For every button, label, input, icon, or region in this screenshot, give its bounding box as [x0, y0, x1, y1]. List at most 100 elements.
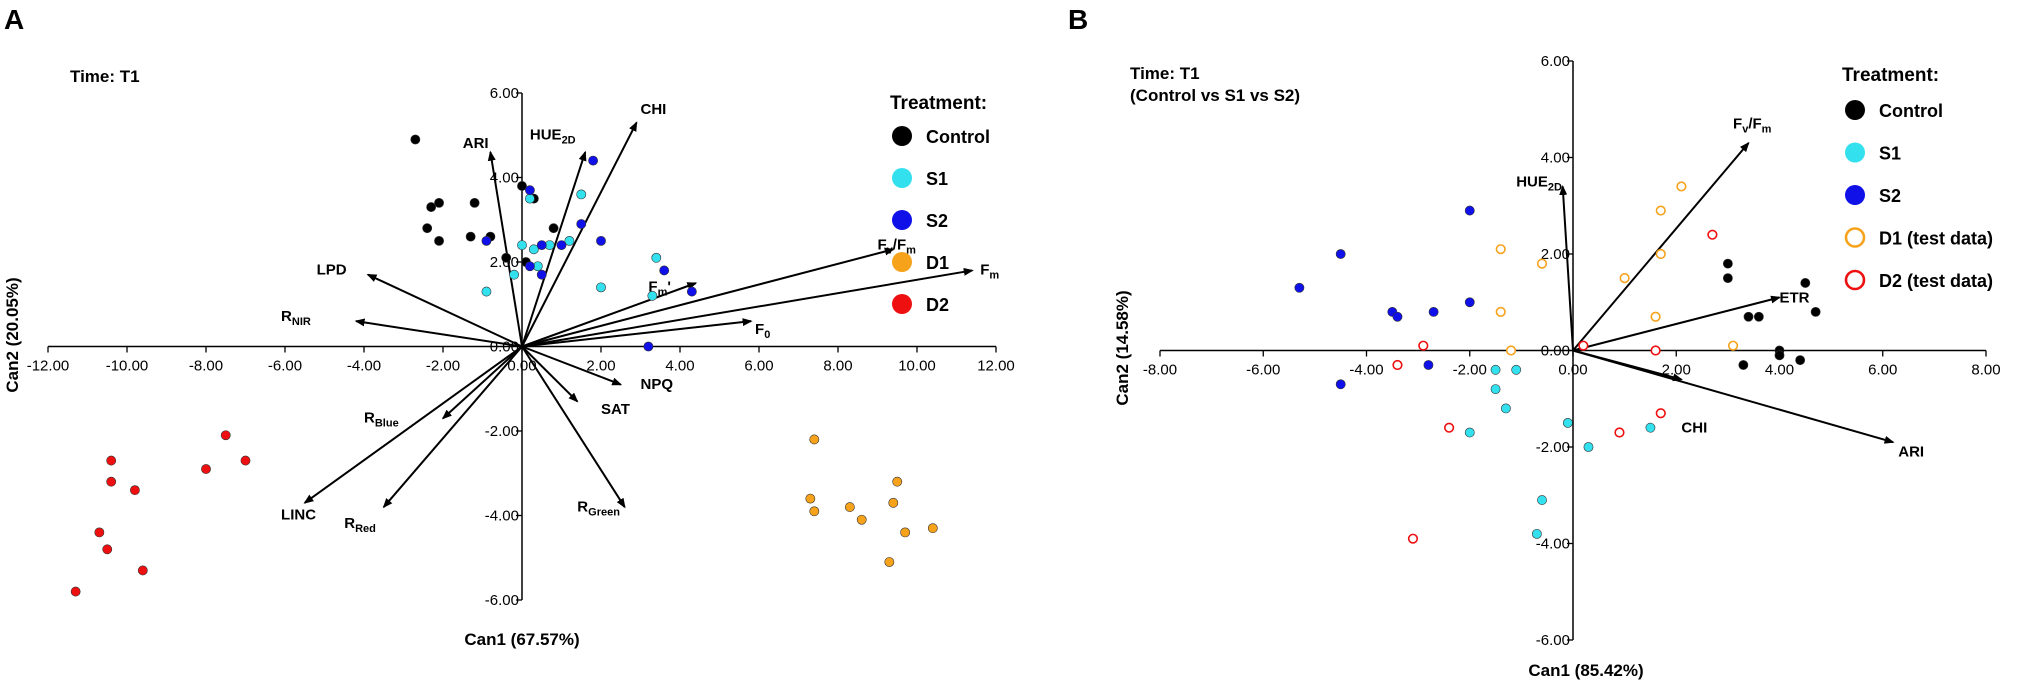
- data-point-control: [501, 252, 512, 263]
- panel-b-legend: Control S1 S2 D1 (test data) D2 (test data): [1844, 100, 1993, 291]
- data-point-d1: [844, 502, 855, 512]
- legend-marker: [892, 126, 912, 146]
- legend-marker: [892, 210, 912, 230]
- panel-b-y-ticks: -6.00-4.00-2.000.002.004.006.00: [1536, 53, 1570, 649]
- data-point-s1: [525, 193, 535, 204]
- data-point-s2: [1335, 249, 1346, 259]
- x-tick-label: 2.00: [586, 358, 615, 375]
- legend-marker: [892, 294, 912, 314]
- panel-a-letter: A: [4, 4, 24, 35]
- y-tick-label: 6.00: [1541, 53, 1570, 70]
- data-point-s2: [1464, 205, 1475, 216]
- loading-vector: [441, 345, 523, 420]
- legend-label: Control: [1879, 101, 1943, 121]
- panel-b: B Time: T1 (Control vs S1 vs S2) Can1 (8…: [1068, 4, 2001, 680]
- data-point-d2: [94, 527, 105, 538]
- legend-marker: [892, 168, 912, 188]
- data-point-d2: [70, 586, 81, 597]
- data-point-s2: [481, 235, 492, 246]
- data-point-d1: [1536, 258, 1548, 269]
- vector-label: ARI: [463, 135, 489, 152]
- panel-a-title: Time: T1: [70, 67, 140, 86]
- panel-a: A Time: T1 Can1 (67.57%) Can2 (20.05%) T…: [3, 4, 1015, 649]
- loading-vector: [521, 345, 623, 386]
- vector-label: CHI: [1681, 420, 1707, 437]
- data-point-d1: [927, 523, 938, 534]
- data-point-s1: [596, 282, 606, 293]
- y-tick-label: 6.00: [490, 85, 519, 102]
- legend-marker: [1845, 100, 1865, 120]
- data-point-control: [548, 223, 559, 234]
- data-point-d2: [1707, 229, 1718, 240]
- panel-a-vectors: CHI HUE2D ARI Fv/Fm Fm Fm' F0 LPD RNIR NPQ SAT RBlu…: [281, 101, 999, 535]
- data-point-s2: [588, 155, 598, 166]
- data-point-s2: [596, 235, 606, 246]
- x-tick-label: -4.00: [347, 358, 381, 375]
- panel-b-points: [1294, 181, 1821, 544]
- data-point-s2: [1428, 306, 1439, 317]
- vector-label: RRed: [344, 515, 376, 535]
- y-tick-label: -2.00: [1536, 439, 1570, 456]
- panel-a-y-title: Can2 (20.05%): [3, 277, 22, 392]
- panel-b-x-ticks: -8.00 -6.00 -4.00 -2.00 0.00 2.00 4.00 6.00 8.00: [1143, 362, 2001, 379]
- data-point-s1: [1562, 417, 1573, 428]
- data-point-d2: [106, 455, 117, 466]
- loading-vector: [521, 150, 587, 347]
- loading-vector: [521, 267, 974, 348]
- x-tick-label: 8.00: [823, 358, 852, 375]
- legend-label: S1: [1879, 144, 1901, 164]
- data-point-d2: [1407, 533, 1419, 544]
- panel-a-y-ticks: -6.00-4.00-2.000.002.004.006.00: [485, 85, 519, 609]
- data-point-s2: [659, 265, 670, 276]
- data-point-control: [1800, 278, 1811, 288]
- x-tick-label: 10.00: [898, 358, 936, 375]
- data-point-d1: [805, 493, 816, 504]
- data-point-s2: [525, 185, 535, 196]
- data-point-s1: [576, 189, 587, 200]
- legend-label: S2: [1879, 186, 1901, 206]
- data-point-d1: [1650, 311, 1661, 322]
- data-point-d1: [856, 514, 867, 525]
- vector-label: SAT: [601, 401, 630, 418]
- loading-vector: [1559, 184, 1574, 351]
- loading-vector: [521, 247, 895, 348]
- x-tick-label: -6.00: [1246, 362, 1280, 379]
- data-point-s1: [481, 286, 492, 297]
- data-point-d2: [102, 544, 113, 555]
- vector-label: Fm': [648, 279, 671, 299]
- legend-marker: [892, 252, 912, 272]
- x-tick-label: 8.00: [1971, 362, 2000, 379]
- panel-b-subtitle: (Control vs S1 vs S2): [1130, 86, 1300, 105]
- data-point-control: [465, 231, 476, 242]
- loading-vector: [354, 318, 523, 348]
- data-point-d2: [1443, 422, 1455, 433]
- data-point-s1: [1537, 495, 1547, 505]
- loading-vector: [521, 345, 579, 403]
- data-point-d1: [888, 497, 899, 508]
- loading-vector: [521, 318, 753, 348]
- y-tick-label: -2.00: [485, 423, 519, 440]
- data-point-control: [517, 181, 527, 191]
- data-point-control: [422, 223, 433, 234]
- vector-label: ETR: [1780, 289, 1810, 306]
- legend-label: Control: [926, 127, 990, 147]
- data-point-d2: [1578, 340, 1589, 351]
- vector-label: CHI: [641, 101, 667, 118]
- x-tick-label: -10.00: [106, 358, 149, 375]
- y-tick-label: -4.00: [1536, 536, 1570, 553]
- data-point-s2: [576, 219, 587, 229]
- data-point-d2: [106, 476, 117, 487]
- loading-vector: [521, 345, 626, 509]
- vector-label: RGreen: [577, 498, 620, 518]
- data-point-d1: [1655, 248, 1666, 260]
- data-point-d1: [1505, 345, 1517, 356]
- vector-label: ARI: [1898, 444, 1924, 461]
- legend-label: D2 (test data): [1879, 271, 1993, 291]
- data-point-d2: [137, 565, 148, 576]
- panel-b-legend-title: Treatment:: [1842, 65, 1939, 86]
- vector-label: Fv/Fm: [1733, 116, 1772, 136]
- y-tick-label: 2.00: [490, 254, 519, 271]
- data-point-s2: [1464, 297, 1475, 308]
- x-tick-label: 2.00: [1662, 362, 1691, 379]
